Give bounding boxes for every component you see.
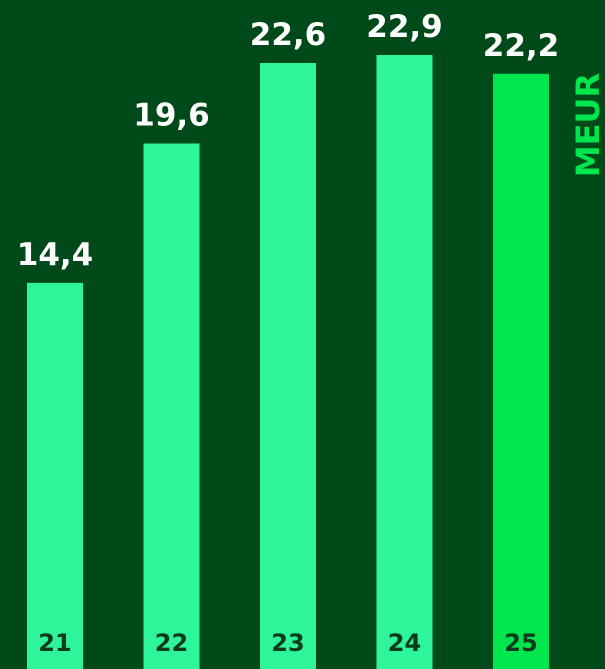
category-label-21: 21 bbox=[38, 629, 71, 657]
value-labels-layer: 14,4 19,6 22,6 22,9 22,2 bbox=[17, 9, 560, 273]
bar-22 bbox=[143, 143, 200, 669]
unit-label: MEUR bbox=[569, 73, 605, 177]
category-label-22: 22 bbox=[155, 629, 188, 657]
bar-25 bbox=[493, 73, 549, 669]
category-label-23: 23 bbox=[271, 629, 304, 657]
value-label-21: 14,4 bbox=[17, 237, 94, 273]
category-label-25: 25 bbox=[504, 629, 537, 657]
bars-layer bbox=[27, 55, 549, 669]
value-label-23: 22,6 bbox=[250, 17, 327, 53]
value-label-24: 22,9 bbox=[366, 9, 443, 45]
bar-21 bbox=[27, 282, 83, 669]
category-label-24: 24 bbox=[388, 629, 421, 657]
category-labels-layer: 21 22 23 24 25 bbox=[38, 629, 537, 657]
value-label-25: 22,2 bbox=[483, 28, 560, 64]
bar-23 bbox=[260, 63, 316, 669]
value-label-22: 19,6 bbox=[133, 98, 210, 134]
bar-24 bbox=[376, 55, 433, 669]
